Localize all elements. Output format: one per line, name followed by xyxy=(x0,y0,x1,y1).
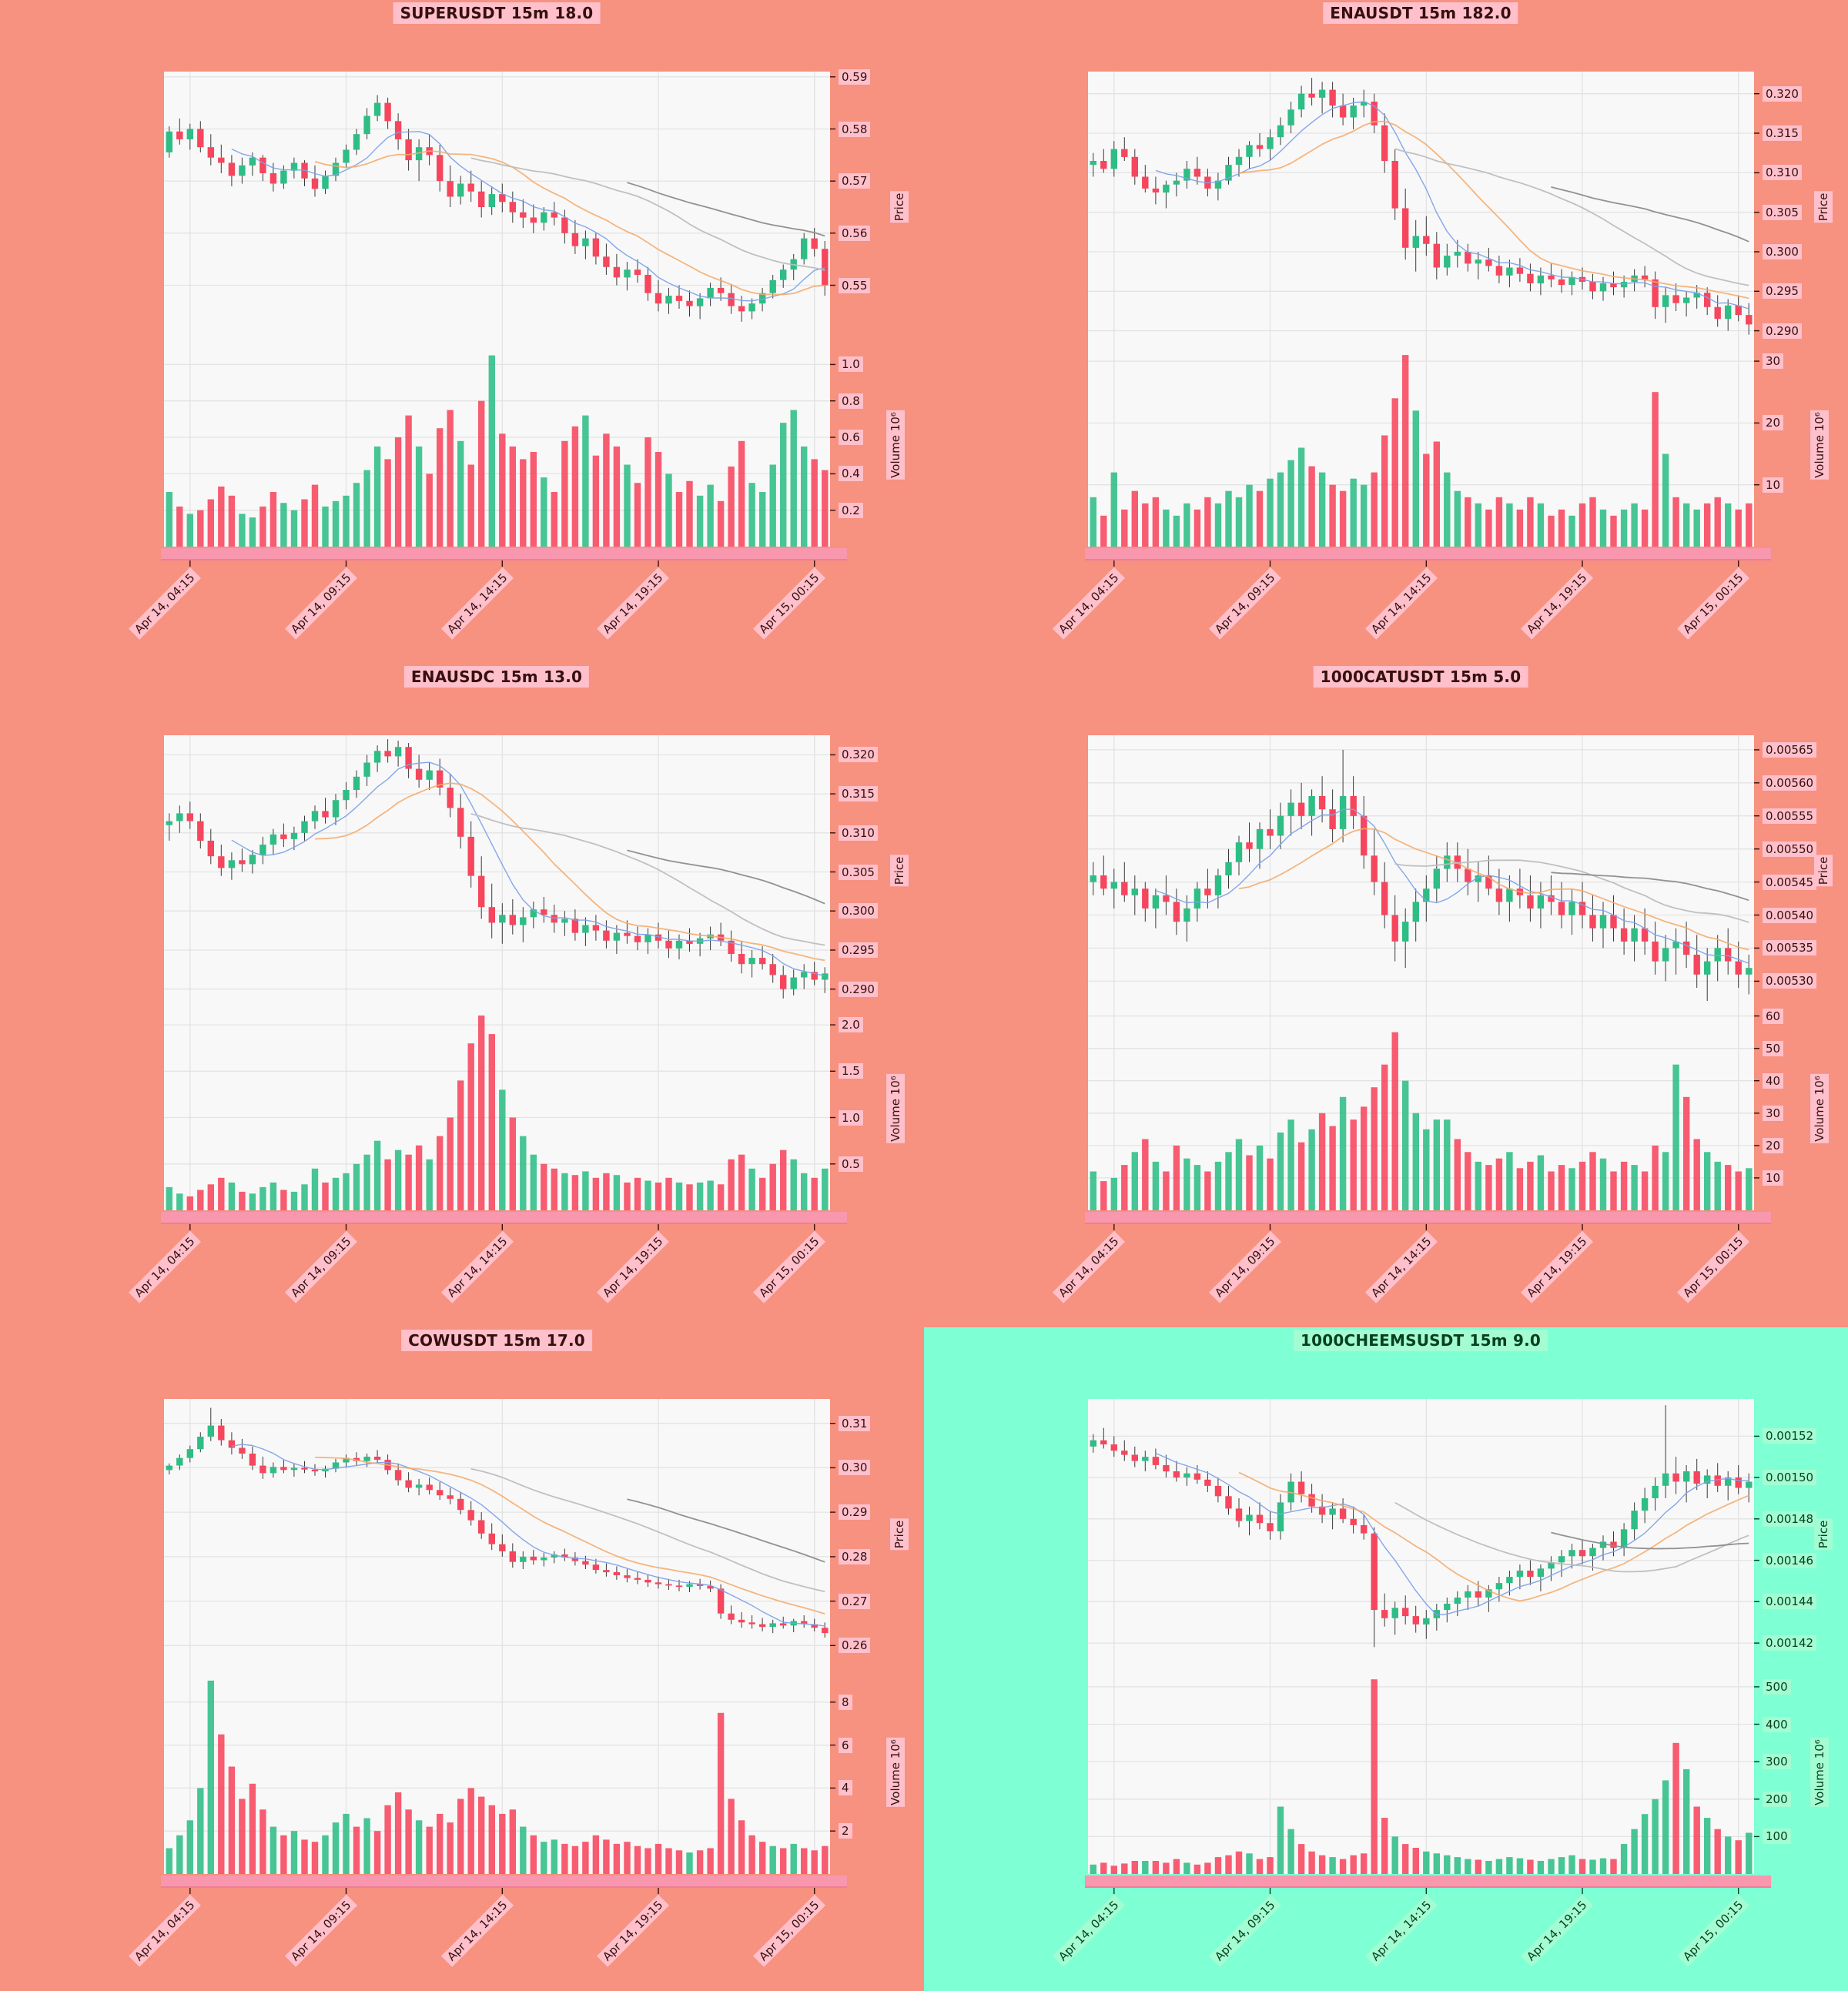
chart-title: SUPERUSDT 15m 18.0 xyxy=(393,2,601,24)
candlestick-plot xyxy=(161,735,847,1230)
candlestick-plot xyxy=(1085,1399,1771,1894)
chart-panel-enausdc: 0.290 0.295 0.300 0.305 0.310 0.315 0.320 0.5 1.… xyxy=(0,664,924,1327)
candlestick-plot xyxy=(161,1399,847,1894)
chart-title: 1000CHEEMSUSDT 15m 9.0 xyxy=(1293,1330,1548,1351)
chart-panel-superusdt: 0.55 0.56 0.57 0.58 0.59 0.2 0.4 0.6 0.8 1.0 Apr 1… xyxy=(0,0,924,664)
chart-title: ENAUSDC 15m 13.0 xyxy=(403,666,590,688)
candlestick-plot xyxy=(1085,735,1771,1230)
chart-title: ENAUSDT 15m 182.0 xyxy=(1323,2,1518,24)
candlestick-plot xyxy=(161,72,847,567)
chart-panel-1000catusdt: 0.00530 0.00535 0.00540 0.00545 0.00550 0.005… xyxy=(924,664,1848,1327)
chart-title: 1000CATUSDT 15m 5.0 xyxy=(1313,666,1528,688)
chart-panel-1000cheemsusdt: 0.00142 0.00144 0.00146 0.00148 0.00150 0.001… xyxy=(924,1327,1848,1991)
chart-panel-cowusdt: 0.26 0.27 0.28 0.29 0.30 0.31 2 4 6 8 Apr 14, 04:1… xyxy=(0,1327,924,1991)
chart-panel-enausdt: 0.290 0.295 0.300 0.305 0.310 0.315 0.320 10 20 3… xyxy=(924,0,1848,664)
candlestick-plot xyxy=(1085,72,1771,567)
chart-title: COWUSDT 15m 17.0 xyxy=(401,1330,592,1351)
